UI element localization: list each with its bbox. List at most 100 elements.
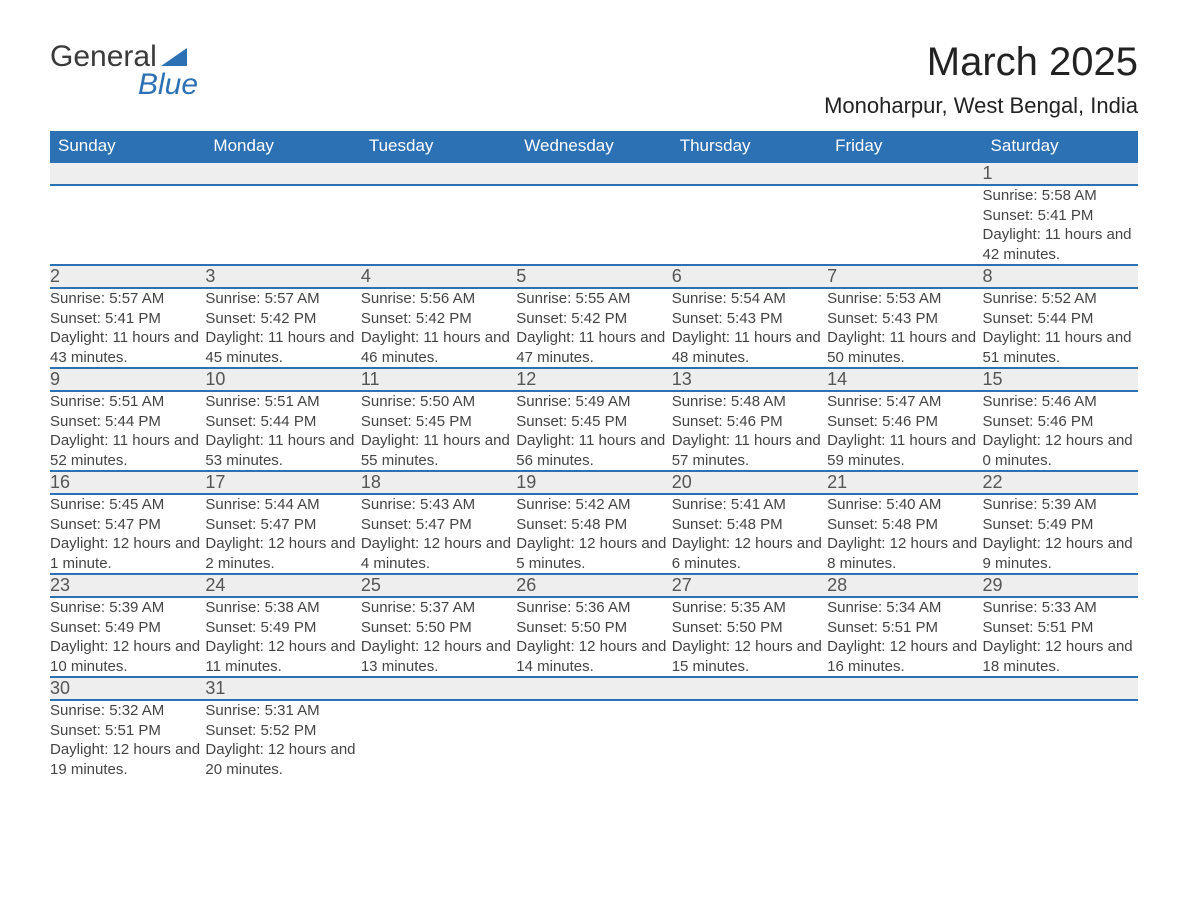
day-number-cell: 2 [50,265,205,288]
sunset-text: Sunset: 5:43 PM [827,309,982,329]
daylight-text: Daylight: 12 hours and 0 minutes. [983,431,1138,470]
sunset-text: Sunset: 5:41 PM [983,206,1138,226]
day-detail-cell: Sunrise: 5:56 AMSunset: 5:42 PMDaylight:… [361,288,516,368]
day-header: Wednesday [516,131,671,162]
sunrise-text: Sunrise: 5:52 AM [983,289,1138,309]
day-detail-cell: Sunrise: 5:50 AMSunset: 5:45 PMDaylight:… [361,391,516,471]
sunset-text: Sunset: 5:47 PM [205,515,360,535]
sunrise-text: Sunrise: 5:37 AM [361,598,516,618]
sunrise-text: Sunrise: 5:47 AM [827,392,982,412]
daylight-text: Daylight: 11 hours and 47 minutes. [516,328,671,367]
daylight-text: Daylight: 12 hours and 13 minutes. [361,637,516,676]
sunset-text: Sunset: 5:48 PM [672,515,827,535]
day-detail-cell: Sunrise: 5:45 AMSunset: 5:47 PMDaylight:… [50,494,205,574]
daylight-text: Daylight: 12 hours and 16 minutes. [827,637,982,676]
sunset-text: Sunset: 5:50 PM [672,618,827,638]
day-header: Monday [205,131,360,162]
day-number-cell: 12 [516,368,671,391]
day-detail-cell [672,185,827,265]
daylight-text: Daylight: 11 hours and 43 minutes. [50,328,205,367]
daylight-text: Daylight: 12 hours and 1 minute. [50,534,205,573]
day-number-cell: 31 [205,677,360,700]
logo-triangle-icon [161,48,187,66]
sunset-text: Sunset: 5:52 PM [205,721,360,741]
day-number-cell: 11 [361,368,516,391]
daynum-row: 3031 [50,677,1138,700]
sunrise-text: Sunrise: 5:31 AM [205,701,360,721]
day-detail-cell: Sunrise: 5:55 AMSunset: 5:42 PMDaylight:… [516,288,671,368]
logo-text-bottom: Blue [138,68,198,102]
day-detail-cell: Sunrise: 5:33 AMSunset: 5:51 PMDaylight:… [983,597,1138,677]
sunrise-text: Sunrise: 5:57 AM [50,289,205,309]
sunrise-text: Sunrise: 5:35 AM [672,598,827,618]
calendar-table: SundayMondayTuesdayWednesdayThursdayFrid… [50,131,1138,779]
day-number-cell: 28 [827,574,982,597]
day-detail-cell: Sunrise: 5:54 AMSunset: 5:43 PMDaylight:… [672,288,827,368]
daylight-text: Daylight: 11 hours and 50 minutes. [827,328,982,367]
sunset-text: Sunset: 5:46 PM [983,412,1138,432]
day-number-cell [672,162,827,185]
sunset-text: Sunset: 5:42 PM [516,309,671,329]
day-detail-cell: Sunrise: 5:52 AMSunset: 5:44 PMDaylight:… [983,288,1138,368]
sunset-text: Sunset: 5:44 PM [983,309,1138,329]
sunrise-text: Sunrise: 5:54 AM [672,289,827,309]
sunrise-text: Sunrise: 5:58 AM [983,186,1138,206]
daylight-text: Daylight: 12 hours and 4 minutes. [361,534,516,573]
day-number-cell: 21 [827,471,982,494]
sunrise-text: Sunrise: 5:33 AM [983,598,1138,618]
daylight-text: Daylight: 11 hours and 57 minutes. [672,431,827,470]
daynum-row: 2345678 [50,265,1138,288]
sunset-text: Sunset: 5:49 PM [205,618,360,638]
header: General Blue March 2025 Monoharpur, West… [50,40,1138,119]
sunset-text: Sunset: 5:51 PM [827,618,982,638]
day-detail-cell: Sunrise: 5:39 AMSunset: 5:49 PMDaylight:… [983,494,1138,574]
sunrise-text: Sunrise: 5:49 AM [516,392,671,412]
day-detail-cell: Sunrise: 5:46 AMSunset: 5:46 PMDaylight:… [983,391,1138,471]
day-number-cell: 27 [672,574,827,597]
day-detail-cell: Sunrise: 5:57 AMSunset: 5:42 PMDaylight:… [205,288,360,368]
sunset-text: Sunset: 5:48 PM [827,515,982,535]
day-detail-cell: Sunrise: 5:34 AMSunset: 5:51 PMDaylight:… [827,597,982,677]
sunset-text: Sunset: 5:45 PM [516,412,671,432]
day-detail-cell [516,185,671,265]
day-detail-cell: Sunrise: 5:32 AMSunset: 5:51 PMDaylight:… [50,700,205,779]
day-detail-cell: Sunrise: 5:43 AMSunset: 5:47 PMDaylight:… [361,494,516,574]
day-number-cell [827,162,982,185]
day-detail-cell: Sunrise: 5:53 AMSunset: 5:43 PMDaylight:… [827,288,982,368]
detail-row: Sunrise: 5:51 AMSunset: 5:44 PMDaylight:… [50,391,1138,471]
day-number-cell: 6 [672,265,827,288]
daylight-text: Daylight: 12 hours and 8 minutes. [827,534,982,573]
day-number-cell [50,162,205,185]
day-header: Sunday [50,131,205,162]
daylight-text: Daylight: 12 hours and 20 minutes. [205,740,360,779]
sunrise-text: Sunrise: 5:50 AM [361,392,516,412]
daylight-text: Daylight: 12 hours and 15 minutes. [672,637,827,676]
day-detail-cell: Sunrise: 5:51 AMSunset: 5:44 PMDaylight:… [205,391,360,471]
sunrise-text: Sunrise: 5:46 AM [983,392,1138,412]
sunrise-text: Sunrise: 5:36 AM [516,598,671,618]
day-detail-cell [672,700,827,779]
sunset-text: Sunset: 5:45 PM [361,412,516,432]
sunrise-text: Sunrise: 5:43 AM [361,495,516,515]
day-detail-cell: Sunrise: 5:48 AMSunset: 5:46 PMDaylight:… [672,391,827,471]
day-number-cell: 26 [516,574,671,597]
sunrise-text: Sunrise: 5:32 AM [50,701,205,721]
day-number-cell: 8 [983,265,1138,288]
day-number-cell: 13 [672,368,827,391]
day-number-cell: 29 [983,574,1138,597]
day-detail-cell: Sunrise: 5:41 AMSunset: 5:48 PMDaylight:… [672,494,827,574]
day-number-cell [516,162,671,185]
sunset-text: Sunset: 5:44 PM [205,412,360,432]
sunset-text: Sunset: 5:42 PM [205,309,360,329]
day-number-cell [672,677,827,700]
day-detail-cell [361,185,516,265]
sunset-text: Sunset: 5:50 PM [516,618,671,638]
sunset-text: Sunset: 5:47 PM [361,515,516,535]
daylight-text: Daylight: 11 hours and 42 minutes. [983,225,1138,264]
daylight-text: Daylight: 12 hours and 14 minutes. [516,637,671,676]
day-number-cell: 10 [205,368,360,391]
day-detail-cell: Sunrise: 5:35 AMSunset: 5:50 PMDaylight:… [672,597,827,677]
day-number-cell [361,162,516,185]
sunrise-text: Sunrise: 5:38 AM [205,598,360,618]
day-header: Thursday [672,131,827,162]
